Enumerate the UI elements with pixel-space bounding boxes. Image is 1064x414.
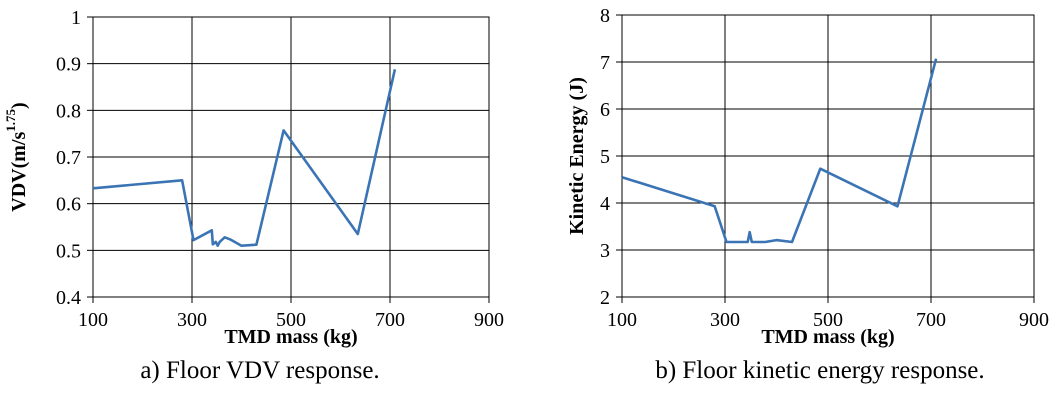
series-line xyxy=(621,58,938,244)
x-tick-label: 500 xyxy=(813,309,843,331)
y-tick-label: 3 xyxy=(600,240,610,262)
y-tick-label: 1 xyxy=(71,7,81,29)
x-axis-title: TMD mass (kg) xyxy=(761,326,894,348)
chart-caption: a) Floor VDV response. xyxy=(140,357,379,384)
y-tick-label: 4 xyxy=(600,193,610,215)
y-tick-label: 8 xyxy=(600,5,610,27)
y-tick-label: 0.7 xyxy=(56,147,81,169)
chart-vdv: 0.4 0.5 0.6 0.7 0.8 0.9 1 100 300 500 700 900 TMD m… xyxy=(3,7,504,384)
x-tick-label: 700 xyxy=(916,309,946,331)
chart-caption: b) Floor kinetic energy response. xyxy=(655,357,984,384)
y-tick-label: 0.4 xyxy=(56,287,81,309)
y-tick-label: 2 xyxy=(600,287,610,309)
x-tick-label: 900 xyxy=(1019,309,1049,331)
x-tick-label: 700 xyxy=(375,309,405,331)
x-tick-label: 100 xyxy=(607,309,637,331)
x-tick-label: 900 xyxy=(474,309,504,331)
y-tick-label: 0.5 xyxy=(56,240,81,262)
y-tick-label: 7 xyxy=(600,52,610,74)
y-tick-label: 0.6 xyxy=(56,194,81,216)
y-axis-title: Kinetic Energy (J) xyxy=(566,77,588,235)
chart-kinetic-energy: 2 3 4 5 6 7 8 100 300 500 700 900 TMD mass (kg) Kin… xyxy=(566,5,1049,384)
y-tick-label: 0.8 xyxy=(56,100,81,122)
y-tick-label: 0.9 xyxy=(56,54,81,76)
x-tick-label: 500 xyxy=(276,309,306,331)
x-axis-title: TMD mass (kg) xyxy=(224,326,357,348)
y-axis-title: VDV(m/s1.75) xyxy=(3,102,30,211)
y-tick-label: 5 xyxy=(600,146,610,168)
series-line xyxy=(92,69,397,247)
x-tick-label: 300 xyxy=(710,309,740,331)
x-tick-label: 100 xyxy=(78,309,108,331)
y-tick-label: 6 xyxy=(600,99,610,121)
x-tick-label: 300 xyxy=(177,309,207,331)
